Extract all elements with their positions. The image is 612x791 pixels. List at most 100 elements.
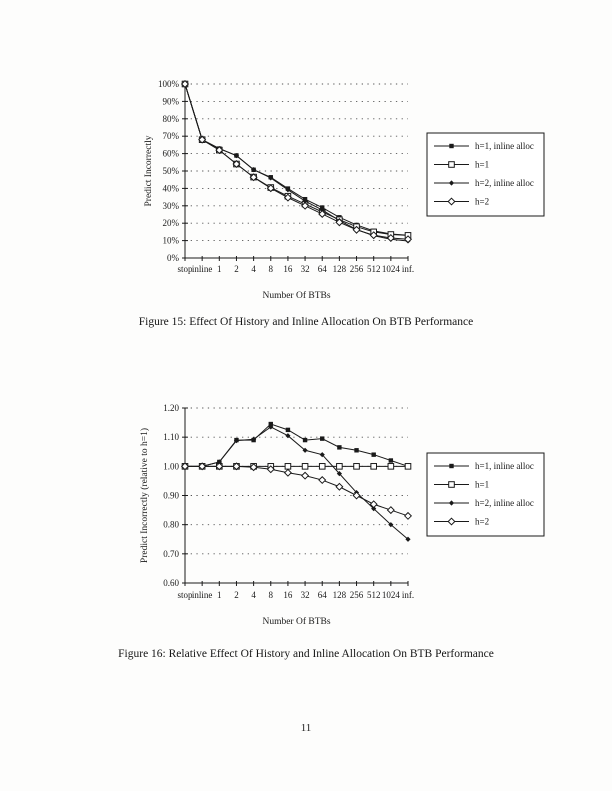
marker-square-filled [320,436,325,441]
marker-square-filled [337,445,342,450]
marker-diamond-open [335,482,344,491]
figure15-chart: 0% 10% 20% 30% 40% 50% 60% 70% 80% 90% 100% stop inl… [144,79,545,301]
marker-square-open [353,463,360,470]
x-axis: stop inline 1 2 4 8 16 32 64 128 256 512 1024 inf. [177,581,414,600]
marker-diamond-open [318,209,327,218]
series-h-2-inline-alloc [182,81,411,244]
y-tick-label: 40% [163,183,180,193]
marker-square-open [301,463,309,470]
marker-diamond-filled [319,452,325,458]
marker-diamond-open [369,500,378,509]
x-tick-label: 1 [217,590,222,600]
marker-square-filled [354,448,359,453]
y-axis: 0% 10% 20% 30% 40% 50% 60% 70% 80% 90% 100% [158,79,188,263]
marker-diamond-open [283,193,292,202]
marker-diamond-open [198,462,207,471]
x-axis-title: Number Of BTBs [262,290,330,301]
legend-label: h=1 [475,160,489,170]
x-tick-label: 64 [318,264,328,274]
gridlines [185,407,408,555]
marker-diamond-open [352,225,361,234]
y-tick-label: 50% [163,166,180,176]
series-h-1 [181,80,412,239]
series-h-1-inline-alloc [182,81,411,238]
y-tick-label: 80% [163,114,180,124]
x-tick-label: 2 [234,590,239,600]
y-tick-label: 10% [163,236,180,246]
y-axis-title: Predict Incorrectly [144,135,154,206]
x-tick-label: stop [177,264,193,274]
page-number: 11 [300,722,312,734]
marker-diamond-filled [285,433,291,439]
marker-diamond-open [266,184,275,193]
marker-diamond-open [301,201,310,210]
marker-square-filled [449,143,454,149]
y-tick-label: 100% [158,79,180,89]
x-tick-label: 256 [350,590,364,600]
marker-diamond-filled [336,471,342,477]
marker-diamond-open [352,491,361,500]
series-h-2 [180,79,413,244]
y-tick-label: 60% [163,149,180,159]
y-tick-label: 90% [163,96,180,106]
x-axis: stop inline 1 2 4 8 16 32 64 128 256 512 1024 inf. [177,256,414,274]
x-tick-label: inf. [402,590,414,600]
x-tick-label: 4 [251,264,256,274]
marker-diamond-open [232,462,241,471]
gridlines [185,83,408,242]
legend: h=1, inline alloc h=1 h=2, inline alloc h=2 [426,132,545,217]
marker-diamond-open [198,135,207,144]
x-tick-label: 1 [217,264,222,274]
x-tick-label: 128 [333,264,347,274]
marker-diamond-open [180,79,190,89]
marker-diamond-open [215,462,224,471]
x-tick-label: 16 [283,590,293,600]
marker-diamond-filled [448,180,455,186]
x-tick-label: 2 [234,264,239,274]
marker-square-filled [285,427,291,433]
marker-diamond-open [386,233,395,242]
x-tick-label: 4 [251,590,256,600]
marker-diamond-filled [371,506,377,512]
y-tick-label: 30% [163,201,180,211]
marker-square-open [336,463,343,470]
marker-diamond-filled [216,459,222,465]
marker-diamond-open [335,218,344,227]
marker-diamond-open [266,465,275,474]
x-tick-label: 1024 [382,264,401,274]
legend-label: h=2, inline alloc [475,178,534,188]
series-h-2 [180,462,413,520]
x-tick-label: inline [192,590,213,600]
figure16-caption: Figure 16: Relative Effect Of History an… [118,648,494,660]
marker-diamond-filled [233,153,240,159]
marker-diamond-filled [285,187,291,193]
marker-diamond-open [301,471,310,480]
marker-square-open [370,463,377,470]
marker-square-open [448,481,455,488]
x-tick-label: 8 [269,264,274,274]
legend-label: h=1, inline alloc [475,461,534,471]
x-tick-label: 32 [301,264,310,274]
marker-diamond-open [403,511,413,520]
series-h-2-inline-alloc [182,424,411,542]
y-tick-label: 0.70 [163,549,179,559]
marker-square-open [318,463,326,470]
marker-diamond-open [386,506,395,515]
marker-square-filled [449,463,454,469]
y-tick-label: 20% [163,218,180,228]
marker-square-filled [268,421,273,427]
marker-diamond-open [249,463,258,472]
marker-diamond-filled [268,424,274,430]
y-tick-label: 1.20 [163,403,179,413]
y-tick-label: 0.80 [163,520,179,530]
legend-label: h=1, inline alloc [475,141,534,151]
y-tick-label: 0% [167,253,180,263]
marker-diamond-open [318,476,327,485]
marker-square-open [284,463,292,470]
marker-diamond-open [232,160,241,169]
legend-label: h=1 [475,480,489,490]
legend: h=1, inline alloc h=1 h=2, inline alloc h=2 [426,452,545,537]
y-tick-label: 0.90 [163,491,179,501]
marker-diamond-filled [233,438,240,444]
